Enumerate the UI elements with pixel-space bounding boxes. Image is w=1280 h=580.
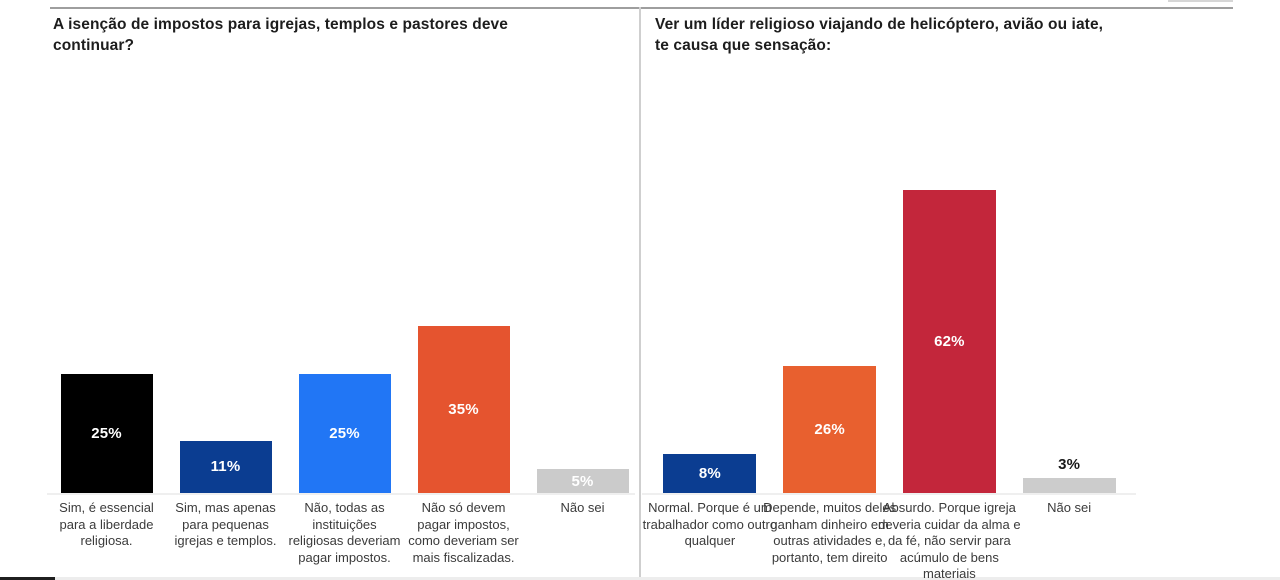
bar-value-label: 35% bbox=[448, 401, 479, 419]
bar: 25% bbox=[60, 374, 153, 493]
left-chart-title: A isenção de impostos para igrejas, temp… bbox=[53, 16, 508, 54]
category-label: Normal. Porque é um trabalhador como out… bbox=[642, 500, 778, 548]
bar-column: 5% Não sei bbox=[523, 153, 642, 517]
bar-column: 25% Não, todas as instituições religiosas… bbox=[285, 153, 404, 566]
bar-area: 5% bbox=[536, 153, 629, 493]
right-chart-title: Ver um líder religioso viajando de helic… bbox=[655, 16, 1104, 54]
bar-value-label: 25% bbox=[329, 425, 360, 442]
category-label: Não, todas as instituições religiosas de… bbox=[288, 500, 401, 565]
bar-column: 62% Absurdo. Porque igreja deveria cuidar… bbox=[878, 153, 1021, 580]
bar-value-label: 25% bbox=[91, 425, 122, 442]
bar-column: 8% Normal. Porque é um trabalhador como o… bbox=[643, 153, 777, 550]
category-label: Depende, muitos deles ganham dinheiro em… bbox=[763, 500, 897, 565]
bar-column: 26% Depende, muitos deles ganham dinheiro… bbox=[763, 153, 896, 566]
bar-area: 35% bbox=[417, 153, 510, 493]
bar-column: 3% Não sei bbox=[1009, 153, 1129, 517]
category-label: Não sei bbox=[1047, 500, 1092, 515]
bar-area: 25% bbox=[298, 153, 391, 493]
bar: 62% bbox=[902, 189, 996, 493]
bar: 35% bbox=[417, 326, 510, 493]
panel-divider bbox=[639, 7, 641, 580]
bar-area: 8% bbox=[663, 153, 757, 493]
bar-column: 35% Não só devem pagar impostos, como dev… bbox=[404, 153, 523, 566]
bar-value-label: 3% bbox=[1058, 456, 1081, 474]
bar-value-label: 8% bbox=[698, 464, 721, 482]
bar: 5% bbox=[536, 469, 629, 493]
left-chart-baseline bbox=[47, 493, 635, 495]
bar-area: 26% bbox=[783, 153, 877, 493]
left-chart-plot: 25% Sim, é essencial para a liberdade rel… bbox=[47, 153, 642, 566]
bottom-left-dark-fragment bbox=[0, 577, 55, 580]
bottom-edge-strip bbox=[0, 577, 1280, 580]
category-label: Absurdo. Porque igreja deveria cuidar da… bbox=[878, 500, 1021, 580]
bar-area: 25% bbox=[60, 153, 153, 493]
right-chart-panel: Ver um líder religioso viajando de helic… bbox=[640, 0, 1280, 580]
category-label: Não só devem pagar impostos, como deveri… bbox=[408, 500, 519, 565]
bar-area: 62% bbox=[902, 153, 996, 493]
category-label: Sim, é essencial para a liberdade religi… bbox=[59, 500, 154, 548]
left-chart-panel: A isenção de impostos para igrejas, temp… bbox=[47, 16, 642, 566]
bar-value-label: 11% bbox=[210, 458, 241, 476]
top-rule bbox=[50, 7, 1233, 9]
bar: 25% bbox=[298, 374, 391, 493]
category-label: Não sei bbox=[560, 500, 605, 515]
bar-column: 25% Sim, é essencial para a liberdade rel… bbox=[47, 153, 166, 550]
bar bbox=[1022, 478, 1116, 493]
bar-value-label: 5% bbox=[571, 472, 594, 490]
top-right-rule-fragment bbox=[1168, 0, 1233, 2]
bar-value-label: 26% bbox=[814, 420, 845, 438]
right-chart-plot: 8% Normal. Porque é um trabalhador como o… bbox=[643, 153, 1129, 580]
bar-value-label: 62% bbox=[934, 332, 965, 350]
right-chart-baseline bbox=[642, 493, 1136, 495]
bar: 8% bbox=[663, 453, 757, 493]
category-label: Sim, mas apenas para pequenas igrejas e … bbox=[174, 500, 277, 548]
bar-column: 11% Sim, mas apenas para pequenas igrejas… bbox=[166, 153, 285, 550]
bar: 26% bbox=[783, 365, 877, 493]
bar-area: 11% bbox=[179, 153, 272, 493]
bar-area: 3% bbox=[1022, 153, 1116, 493]
bar: 11% bbox=[179, 440, 272, 493]
